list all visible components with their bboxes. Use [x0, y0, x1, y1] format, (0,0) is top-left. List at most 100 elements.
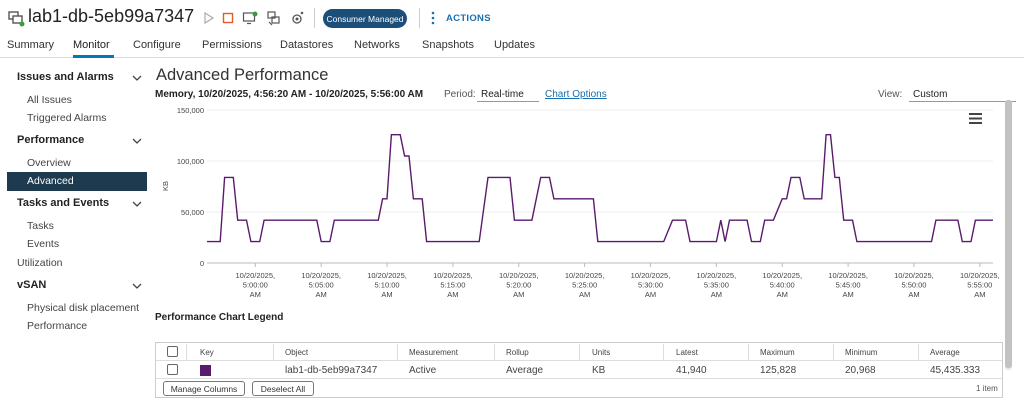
column-divider: [494, 344, 495, 360]
x-tick-label: 5:05:00: [309, 281, 334, 290]
chevron-down-icon[interactable]: [132, 74, 142, 82]
period-select[interactable]: Real-time: [477, 87, 539, 102]
x-tick-label: 10/20/2025,: [697, 271, 737, 280]
sidebar-item-overview[interactable]: Overview: [27, 157, 71, 169]
more-actions-icon[interactable]: [431, 10, 435, 26]
x-tick-label: 5:30:00: [638, 281, 663, 290]
tab-configure[interactable]: Configure: [133, 39, 181, 51]
column-divider: [748, 344, 749, 360]
chart-options-link[interactable]: Chart Options: [545, 89, 607, 100]
x-tick-label: 10/20/2025,: [301, 271, 341, 280]
x-tick-label: 10/20/2025,: [367, 271, 407, 280]
sidebar-item-advanced[interactable]: Advanced: [7, 172, 147, 191]
sidebar-item-events[interactable]: Events: [27, 238, 60, 250]
x-tick-label: 10/20/2025,: [433, 271, 473, 280]
tab-bar: Summary Monitor Configure Permissions Da…: [0, 36, 1024, 58]
column-header-latest[interactable]: Latest: [676, 348, 698, 357]
x-tick-label: AM: [447, 290, 458, 299]
settings-icon[interactable]: [290, 10, 306, 26]
launch-console-icon[interactable]: [242, 10, 258, 26]
sidebar-item-triggered-alarms[interactable]: Triggered Alarms: [27, 112, 107, 124]
sidebar-item-utilization[interactable]: Utilization: [17, 257, 63, 269]
tab-datastores[interactable]: Datastores: [280, 39, 334, 51]
column-header-average[interactable]: Average: [930, 348, 960, 357]
y-tick-label: 100,000: [177, 157, 204, 166]
sidebar-item-vsan-performance[interactable]: Performance: [27, 320, 88, 332]
view-select[interactable]: Custom: [909, 87, 1016, 102]
toolbar-divider: [314, 8, 315, 28]
legend-table: Key Object Measurement Rollup Units Late…: [155, 342, 1003, 398]
x-tick-label: AM: [974, 290, 985, 299]
sidebar-group-issues[interactable]: Issues and Alarms: [17, 71, 114, 83]
deselect-all-button[interactable]: Deselect All: [252, 381, 314, 396]
column-divider: [273, 344, 274, 360]
view-label: View:: [878, 89, 903, 100]
tab-updates[interactable]: Updates: [494, 39, 535, 51]
chevron-down-icon[interactable]: [132, 282, 142, 290]
column-header-measurement[interactable]: Measurement: [409, 348, 458, 357]
vm-name: lab1-db-5eb99a7347: [28, 6, 195, 26]
x-tick-label: 5:35:00: [704, 281, 729, 290]
sidebar-group-tasks-events[interactable]: Tasks and Events: [17, 197, 110, 209]
sidebar-item-all-issues[interactable]: All Issues: [27, 94, 72, 106]
sidebar-item-physical-disk-placement[interactable]: Physical disk placement: [27, 302, 140, 314]
x-tick-label: AM: [711, 290, 722, 299]
x-tick-label: 10/20/2025,: [235, 271, 275, 280]
table-row[interactable]: lab1-db-5eb99a7347 Active Average KB 41,…: [156, 361, 1002, 379]
column-divider: [397, 344, 398, 360]
column-header-maximum[interactable]: Maximum: [760, 348, 795, 357]
x-tick-label: 10/20/2025,: [828, 271, 868, 280]
x-tick-label: 5:50:00: [901, 281, 926, 290]
chart-menu-icon[interactable]: [969, 113, 982, 124]
tab-permissions[interactable]: Permissions: [202, 39, 262, 51]
x-tick-label: 10/20/2025,: [960, 271, 1000, 280]
x-tick-label: 5:00:00: [243, 281, 268, 290]
x-tick-label: 5:10:00: [375, 281, 400, 290]
column-divider: [833, 344, 834, 360]
legend-color-swatch: [200, 365, 211, 376]
sidebar-group-vsan[interactable]: vSAN: [17, 279, 47, 291]
x-tick-label: 5:45:00: [836, 281, 861, 290]
cell-maximum: 125,828: [760, 365, 797, 376]
x-tick-label: 5:55:00: [967, 281, 992, 290]
series-line: [207, 134, 993, 243]
chart-subtitle: Memory, 10/20/2025, 4:56:20 AM - 10/20/2…: [155, 89, 424, 100]
tab-networks[interactable]: Networks: [354, 39, 400, 51]
chevron-down-icon[interactable]: [132, 200, 142, 208]
migrate-icon[interactable]: [266, 10, 282, 26]
power-on-icon[interactable]: [200, 10, 216, 26]
column-header-object[interactable]: Object: [285, 348, 309, 357]
x-tick-label: 10/20/2025,: [565, 271, 605, 280]
legend-title: Performance Chart Legend: [155, 312, 284, 323]
sidebar-group-performance[interactable]: Performance: [17, 134, 85, 146]
actions-button[interactable]: ACTIONS: [446, 13, 491, 24]
virtual-machine-icon: [8, 11, 25, 27]
cell-minimum: 20,968: [845, 365, 876, 376]
x-tick-label: 5:25:00: [572, 281, 597, 290]
x-tick-label: 10/20/2025,: [631, 271, 671, 280]
column-header-rollup[interactable]: Rollup: [506, 348, 529, 357]
chevron-down-icon[interactable]: [132, 137, 142, 145]
vertical-scrollbar-thumb[interactable]: [1005, 100, 1012, 368]
page-title: Advanced Performance: [156, 66, 329, 84]
sidebar-item-tasks[interactable]: Tasks: [27, 220, 54, 232]
x-tick-label: AM: [250, 290, 261, 299]
power-off-icon[interactable]: [220, 10, 236, 26]
column-header-units[interactable]: Units: [592, 348, 611, 357]
y-tick-label: 50,000: [181, 208, 204, 217]
x-tick-label: 10/20/2025,: [894, 271, 934, 280]
item-count: 1 item: [976, 384, 998, 393]
column-header-minimum[interactable]: Minimum: [845, 348, 878, 357]
tab-summary[interactable]: Summary: [7, 39, 55, 51]
x-tick-label: AM: [842, 290, 853, 299]
cell-latest: 41,940: [676, 365, 707, 376]
tab-monitor[interactable]: Monitor: [73, 39, 110, 51]
x-tick-label: 10/20/2025,: [499, 271, 539, 280]
tab-snapshots[interactable]: Snapshots: [422, 39, 474, 51]
select-all-checkbox[interactable]: [167, 346, 178, 357]
x-tick-label: AM: [316, 290, 327, 299]
row-checkbox[interactable]: [167, 364, 178, 375]
manage-columns-button[interactable]: Manage Columns: [163, 381, 245, 396]
page-header: lab1-db-5eb99a7347 Consumer Managed ACTI…: [0, 0, 1024, 36]
column-header-key[interactable]: Key: [200, 348, 214, 357]
